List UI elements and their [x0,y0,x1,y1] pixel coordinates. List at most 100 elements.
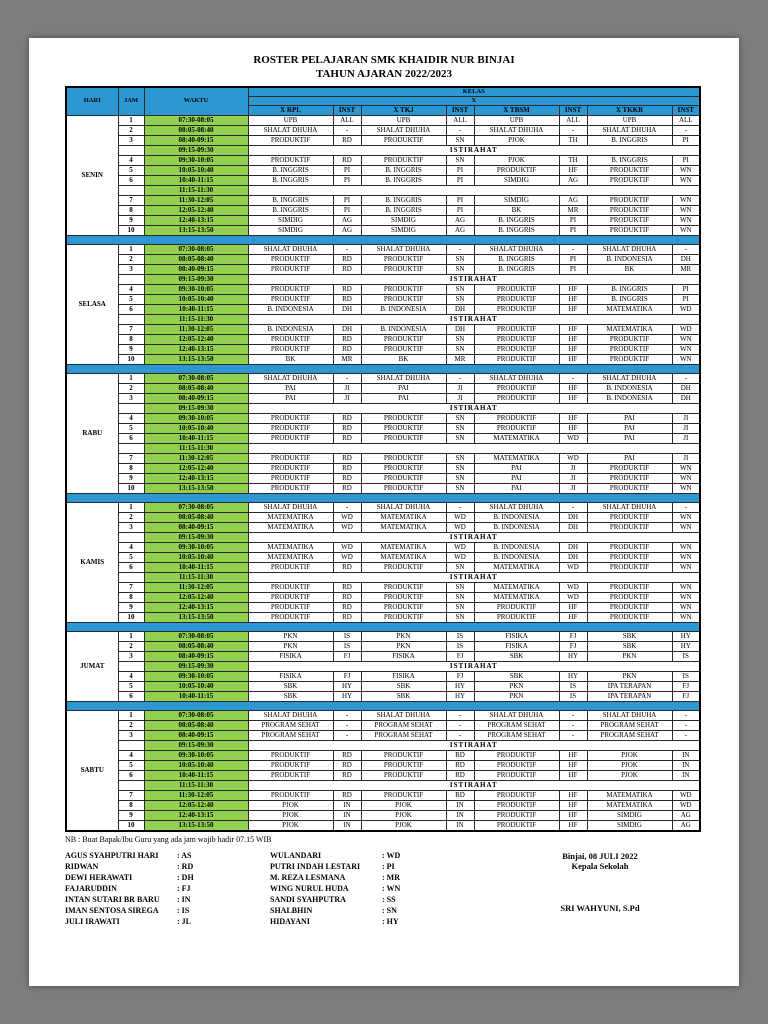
inst-cell: DH [558,551,588,563]
inst-cell: - [332,709,362,721]
period-row: 9 12:40-13:15 PRODUKTIF RD PRODUKTIF SN PAI JI P… [66,472,701,484]
period-row: 7 11:30-12:05 B. INGGRIS PI B. INGGRIS PI SIMD… [66,194,701,206]
subject-cell: PRODUKTIF [247,333,334,345]
inst-cell: TH [558,134,588,146]
waktu-cell: 11:15-11:30 [143,779,249,791]
jam-cell: 3 [117,134,145,146]
day-separator [65,700,701,711]
subject-cell: PAI [586,422,673,434]
subject-cell: MATEMATIKA [247,511,334,523]
jam-cell: 5 [117,293,145,305]
inst-cell: WN [671,482,701,494]
inst-cell: RD [332,134,362,146]
jam-cell: 7 [117,452,145,464]
subject-cell: B. INGGRIS [586,134,673,146]
inst-cell: DH [558,541,588,553]
subject-cell: PRODUKTIF [247,432,334,444]
jam-cell: 1 [117,243,145,255]
period-row: 6 10:40-11:15 PRODUKTIF RD PRODUKTIF RD PRODUK… [66,769,701,781]
subject-cell: PRODUKTIF [360,472,447,484]
waktu-cell: 10:05-10:40 [143,759,249,771]
header-inst: INST [332,104,362,116]
jam-cell [117,739,145,751]
inst-cell: PI [445,194,475,206]
subject-cell: PKN [473,690,560,702]
subject-cell: BK [360,353,447,365]
subject-cell: SIMDIG [586,819,673,831]
subject-cell: MATEMATIKA [360,511,447,523]
teacher-list-middle: WULANDARI: WD PUTRI INDAH LESTARI: PI M. R… [270,850,505,927]
subject-cell: B. INDONESIA [586,392,673,404]
subject-cell: PAI [586,452,673,464]
inst-cell: - [671,243,701,255]
subject-cell: PRODUKTIF [247,472,334,484]
waktu-cell: 10:40-11:15 [143,561,249,573]
subject-cell: SBK [360,680,447,692]
inst-cell: RD [332,333,362,345]
subject-cell: PRODUKTIF [586,472,673,484]
subject-cell: PRODUKTIF [360,283,447,295]
subject-cell: PRODUKTIF [247,452,334,464]
legend: AGUS SYAHPUTRI HARI: AS RIDWAN: RD DEWI HE… [65,850,703,927]
inst-cell: IS [332,630,362,642]
inst-cell: - [558,243,588,255]
inst-cell: DH [558,521,588,533]
inst-cell: WD [332,551,362,563]
inst-cell: SN [445,134,475,146]
inst-cell: SN [445,253,475,265]
jam-cell [117,660,145,672]
header-jam: JAM [117,86,145,116]
subject-cell: PRODUKTIF [360,432,447,444]
subject-cell: PRODUKTIF [247,482,334,494]
inst-cell: ALL [671,114,701,126]
period-row: 10 13:15-13:50 PRODUKTIF RD PRODUKTIF SN PAI JI… [66,482,701,494]
inst-cell: AG [445,214,475,226]
period-row: 8 12:05-12:40 PJOK IN PJOK IN PRODUKTIF HF MATEM… [66,799,701,811]
inst-cell: IS [332,640,362,652]
subject-cell: B. INGGRIS [473,263,560,275]
inst-cell: FJ [332,670,362,682]
jam-cell [117,273,145,285]
subject-cell: PJOK [473,134,560,146]
inst-cell: IN [332,799,362,811]
signature-name: SRI WAHYUNI, S.Pd [560,902,640,913]
period-row: 6 10:40-11:15 SBK HY SBK HY PKN IS IPA TERAPAN FJ [66,690,701,702]
teacher-row: WULANDARI: WD [270,850,505,861]
period-row: 5 10:05-10:40 SBK HY SBK HY PKN IS IPA TERAPAN FJ [66,680,701,692]
subject-cell: PRODUKTIF [473,412,560,424]
subject-cell: SHALAT DHUHA [360,124,447,136]
period-row: 8 12:05-12:40 PRODUKTIF RD PRODUKTIF SN MATEMA… [66,591,701,603]
subject-cell: SHALAT DHUHA [360,243,447,255]
inst-cell: IS [445,630,475,642]
subject-cell: PRODUKTIF [360,293,447,305]
inst-cell: WN [671,601,701,613]
period-row: 3 08:40-09:15 PAI JI PAI JI PRODUKTIF HF B. INDO… [66,392,701,404]
inst-cell: SN [445,561,475,573]
subject-cell: PRODUKTIF [586,214,673,226]
header-class-1: X RPL [247,104,334,116]
header-inst: INST [445,104,475,116]
inst-cell: JI [445,382,475,394]
inst-cell: RD [332,293,362,305]
subject-cell: SHALAT DHUHA [247,501,334,513]
inst-cell: DH [671,382,701,394]
subject-cell: PRODUKTIF [586,551,673,563]
subject-cell: PAI [473,462,560,474]
inst-cell: WN [671,521,701,533]
subject-cell: PRODUKTIF [473,293,560,305]
inst-cell: JI [332,382,362,394]
subject-cell: PRODUKTIF [586,164,673,176]
inst-cell: AG [558,174,588,186]
subject-cell: PRODUKTIF [473,392,560,404]
period-row: 5 10:05-10:40 MATEMATIKA WD MATEMATIKA WD B. I… [66,551,701,563]
subject-cell: PRODUKTIF [247,759,334,771]
subject-cell: B. INDONESIA [247,323,334,335]
break-cell: ISTIRAHAT [247,660,701,672]
jam-cell: 7 [117,581,145,593]
teacher-row: IMAN SENTOSA SIREGA: IS [65,905,270,916]
inst-cell: PI [332,204,362,216]
period-row: 5 10:05-10:40 PRODUKTIF RD PRODUKTIF RD PRODUK… [66,759,701,771]
jam-cell: 8 [117,462,145,474]
break-row: 09:15-09:30 ISTIRAHAT [66,660,701,672]
teacher-name: INTAN SUTARI BR BARU [65,894,160,904]
